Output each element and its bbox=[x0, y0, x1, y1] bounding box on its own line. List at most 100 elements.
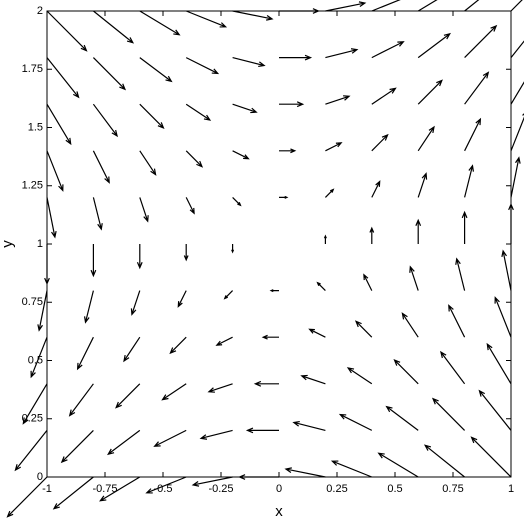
x-tick-label: -0.25 bbox=[208, 483, 233, 495]
arrow bbox=[279, 195, 289, 199]
arrow bbox=[464, 117, 482, 152]
arrow bbox=[245, 427, 279, 434]
arrow bbox=[185, 150, 204, 168]
arrow bbox=[115, 383, 141, 409]
arrow bbox=[46, 197, 57, 239]
x-tick-label: 0.5 bbox=[387, 483, 402, 495]
arrow bbox=[440, 350, 466, 385]
arrow bbox=[253, 380, 279, 387]
arrow bbox=[371, 87, 397, 105]
arrow bbox=[107, 429, 141, 456]
arrow bbox=[510, 0, 523, 12]
arrow bbox=[323, 234, 327, 244]
arrow bbox=[153, 429, 187, 447]
arrow bbox=[92, 150, 110, 184]
arrow bbox=[371, 133, 389, 152]
x-tick-label: -0.5 bbox=[154, 483, 173, 495]
arrow bbox=[139, 103, 165, 130]
arrow bbox=[76, 336, 94, 371]
x-tick-label: 0 bbox=[276, 483, 282, 495]
arrow bbox=[139, 150, 157, 176]
arrow bbox=[371, 0, 401, 12]
arrow bbox=[324, 188, 335, 198]
y-axis-label: y bbox=[0, 240, 16, 248]
arrow bbox=[486, 342, 512, 385]
arrow bbox=[46, 10, 88, 52]
arrow bbox=[510, 156, 521, 198]
arrow bbox=[325, 1, 367, 12]
arrow bbox=[417, 0, 438, 12]
arrow bbox=[279, 101, 305, 108]
arrow bbox=[510, 40, 524, 58]
arrow bbox=[130, 290, 141, 316]
arrow bbox=[510, 113, 524, 152]
y-tick-label: 2 bbox=[37, 5, 43, 17]
arrow bbox=[423, 444, 465, 478]
arrow bbox=[232, 103, 258, 114]
arrow bbox=[292, 420, 326, 431]
arrow bbox=[92, 197, 103, 231]
arrow bbox=[185, 103, 212, 121]
arrow bbox=[136, 244, 143, 270]
arrow bbox=[478, 389, 512, 431]
arrow bbox=[238, 474, 279, 480]
arrow bbox=[185, 57, 220, 75]
x-tick-label: 0.25 bbox=[326, 483, 347, 495]
arrow bbox=[363, 273, 373, 291]
arrow bbox=[508, 202, 514, 244]
x-axis-label: x bbox=[275, 503, 283, 520]
arrow bbox=[145, 476, 187, 494]
arrow bbox=[284, 467, 326, 478]
arrow bbox=[354, 320, 373, 338]
arrow bbox=[185, 10, 228, 28]
x-tick-label: -0.75 bbox=[92, 483, 117, 495]
arrow bbox=[325, 142, 343, 152]
arrow bbox=[393, 358, 419, 385]
y-tick-label: 1.25 bbox=[22, 180, 43, 192]
arrow bbox=[52, 476, 94, 510]
arrow bbox=[417, 32, 451, 59]
arrow bbox=[22, 383, 48, 425]
arrow bbox=[279, 54, 313, 61]
arrow bbox=[325, 48, 359, 59]
y-tick-label: 1.75 bbox=[22, 63, 43, 75]
arrow bbox=[409, 265, 419, 291]
arrow bbox=[232, 10, 274, 21]
arrow bbox=[448, 304, 466, 338]
arrow bbox=[232, 57, 266, 68]
arrow bbox=[417, 125, 435, 152]
arrow bbox=[161, 383, 187, 401]
arrow bbox=[46, 57, 80, 99]
arrow bbox=[369, 226, 375, 244]
arrow bbox=[308, 328, 326, 338]
y-tick-label: 0 bbox=[37, 471, 43, 483]
x-tick-label: -1 bbox=[42, 483, 52, 495]
x-tick-label: 1 bbox=[508, 483, 514, 495]
arrow bbox=[279, 8, 320, 14]
arrow bbox=[461, 210, 468, 244]
arrow bbox=[377, 452, 419, 478]
arrow bbox=[46, 150, 64, 192]
arrow bbox=[199, 429, 233, 440]
arrow bbox=[371, 41, 405, 59]
arrow bbox=[494, 296, 512, 338]
arrow bbox=[231, 244, 235, 254]
y-tick-label: 1 bbox=[37, 238, 43, 250]
arrow bbox=[30, 336, 48, 379]
arrow bbox=[417, 172, 428, 198]
arrow bbox=[510, 81, 524, 105]
arrow bbox=[501, 249, 512, 291]
arrow bbox=[6, 476, 48, 518]
arrow bbox=[338, 413, 373, 431]
arrow bbox=[371, 180, 381, 198]
arrow bbox=[300, 374, 326, 385]
arrow bbox=[269, 289, 279, 293]
arrow bbox=[261, 334, 279, 340]
arrow bbox=[92, 103, 118, 138]
arrow bbox=[223, 290, 234, 300]
arrow bbox=[431, 397, 466, 431]
arrow bbox=[169, 336, 187, 355]
arrow bbox=[316, 281, 326, 292]
